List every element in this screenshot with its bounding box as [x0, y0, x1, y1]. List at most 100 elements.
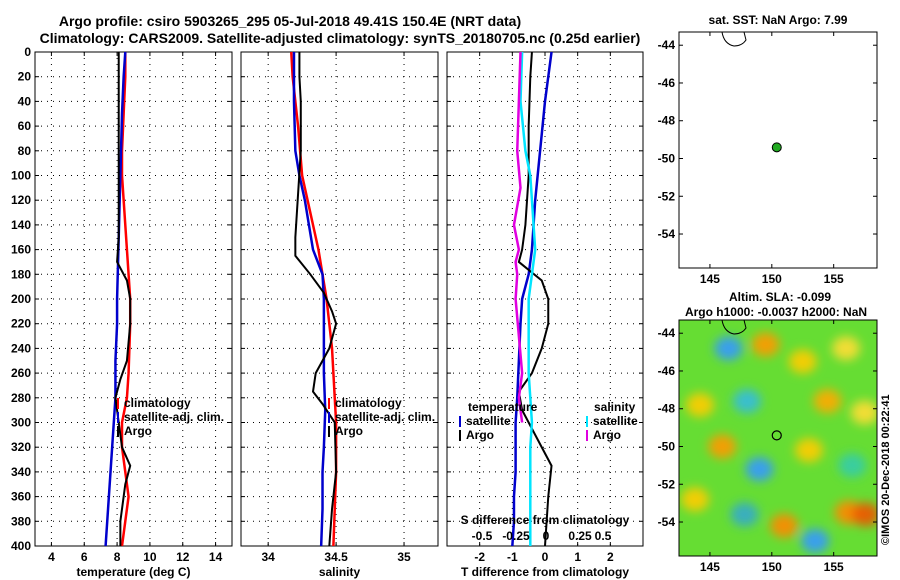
- heatmap-cell: [832, 336, 861, 361]
- heatmap-cell: [788, 349, 817, 374]
- y-tick-label: 300: [11, 416, 31, 430]
- heatmap-cell: [794, 438, 823, 463]
- map-title-h: Argo h1000: -0.0037 h2000: NaN: [685, 305, 867, 319]
- axes-frame: [678, 31, 878, 269]
- y-tick-label: -46: [658, 76, 676, 90]
- legend-title-temperature: temperature: [468, 400, 538, 414]
- x-tick-label: 4: [48, 550, 55, 564]
- axes-frame: [34, 51, 233, 547]
- x-tick-label: -2: [474, 550, 485, 564]
- heatmap-cell: [686, 392, 715, 417]
- panels: 4 6 8 10 12 140204060801001201401601802002202…: [11, 13, 878, 579]
- coastline: [721, 31, 747, 47]
- y-tick-label: 400: [11, 539, 31, 553]
- heatmap-cell: [681, 487, 710, 512]
- series-line-argo: [294, 52, 338, 547]
- y-tick-label: -52: [658, 189, 676, 203]
- legend-label: satellite: [593, 414, 638, 428]
- y-tick-label: -46: [658, 364, 676, 378]
- panel-salinity: 34 34.5 35 salinity climatologysatellite-adj…: [240, 51, 439, 579]
- y-tick-label: 80: [18, 144, 32, 158]
- y-tick-label: 20: [18, 70, 32, 84]
- x-axis-label: temperature (deg C): [76, 565, 190, 579]
- s-tick-label: 0.25: [568, 529, 592, 543]
- x-tick-label: 145: [700, 272, 720, 286]
- y-tick-label: 180: [11, 267, 31, 281]
- y-tick-label: 60: [18, 119, 32, 133]
- footer-timestamp: ©IMOS 20-Dec-2018 00:22:41: [880, 394, 892, 545]
- argo-position-marker: [771, 430, 782, 441]
- panel-temperature: 4 6 8 10 12 140204060801001201401601802002202…: [11, 45, 233, 579]
- x-tick-label: 0: [542, 550, 549, 564]
- heatmap-cell: [745, 457, 774, 482]
- y-tick-label: -50: [658, 439, 676, 453]
- series-line-satellite-s-: [519, 51, 537, 546]
- legend-title-salinity: salinity: [594, 400, 636, 414]
- x-tick-label: 150: [762, 560, 782, 574]
- panel-difference: -2 -1 0 1 2T difference from climatology temp…: [446, 51, 644, 579]
- heatmap-cell: [838, 453, 867, 478]
- heatmap-cell: [770, 513, 799, 538]
- y-tick-label: 200: [11, 292, 31, 306]
- series-line-satellite-adj-clim-: [292, 52, 327, 547]
- y-tick-label: 360: [11, 490, 31, 504]
- heatmap-cell: [850, 400, 877, 425]
- legend-label: Argo: [124, 424, 152, 438]
- heatmap-cell: [730, 502, 759, 527]
- axes-frame: [240, 51, 439, 547]
- legend-label: climatology: [335, 396, 402, 410]
- y-tick-label: 240: [11, 341, 31, 355]
- heatmap-cell: [813, 389, 842, 414]
- x-tick-label: 10: [143, 550, 157, 564]
- legend-label: Argo: [466, 428, 494, 442]
- y-tick-label: 40: [18, 94, 32, 108]
- x-tick-label: 35: [397, 550, 411, 564]
- y-tick-label: -48: [658, 114, 676, 128]
- y-tick-label: -44: [658, 326, 676, 340]
- y-tick-label: 380: [11, 514, 31, 528]
- legend-label: satellite-adj. clim.: [124, 410, 224, 424]
- y-tick-label: -54: [658, 227, 676, 241]
- x-tick-label: -1: [507, 550, 518, 564]
- series-line-argo-s-: [512, 51, 524, 423]
- y-tick-label: 260: [11, 366, 31, 380]
- y-tick-label: 120: [11, 193, 31, 207]
- coastline: [721, 319, 747, 335]
- x-axis-label: T difference from climatology: [461, 565, 629, 579]
- argo-position-marker: [771, 142, 782, 153]
- heatmap-cell: [714, 336, 743, 361]
- y-tick-label: -44: [658, 38, 676, 52]
- x-tick-label: 145: [700, 560, 720, 574]
- legend-label: satellite: [466, 414, 511, 428]
- y-tick-label: 340: [11, 465, 31, 479]
- y-tick-label: 0: [24, 45, 31, 59]
- s-tick-label: -0.25: [502, 529, 530, 543]
- x-tick-label: 14: [209, 550, 223, 564]
- y-tick-label: 280: [11, 391, 31, 405]
- x-tick-label: 8: [114, 550, 121, 564]
- s-axis-label: S difference from climatology: [461, 513, 630, 527]
- title-line-1: Argo profile: csiro 5903265_295 05-Jul-2…: [59, 13, 521, 29]
- x-tick-label: 2: [607, 550, 614, 564]
- series-line-satellite-adj-clim-: [104, 51, 127, 547]
- x-axis-label: salinity: [319, 565, 361, 579]
- heatmap-cells: [681, 332, 877, 553]
- y-tick-label: 100: [11, 169, 31, 183]
- heatmap: [679, 320, 877, 556]
- y-tick-label: 320: [11, 440, 31, 454]
- heatmap-cell: [801, 528, 830, 553]
- x-tick-label: 150: [762, 272, 782, 286]
- x-tick-label: 155: [824, 272, 844, 286]
- x-tick-label: 34.5: [324, 550, 348, 564]
- legend-label: Argo: [593, 428, 621, 442]
- heatmap-cell: [851, 502, 877, 527]
- x-tick-label: 1: [574, 550, 581, 564]
- y-tick-label: 220: [11, 317, 31, 331]
- axes-frame: [678, 319, 878, 557]
- title-line-2: Climatology: CARS2009. Satellite-adjuste…: [40, 30, 641, 46]
- y-tick-label: -52: [658, 477, 676, 491]
- s-tick-label: 0.5: [595, 529, 612, 543]
- s-tick-label: 0: [543, 529, 550, 543]
